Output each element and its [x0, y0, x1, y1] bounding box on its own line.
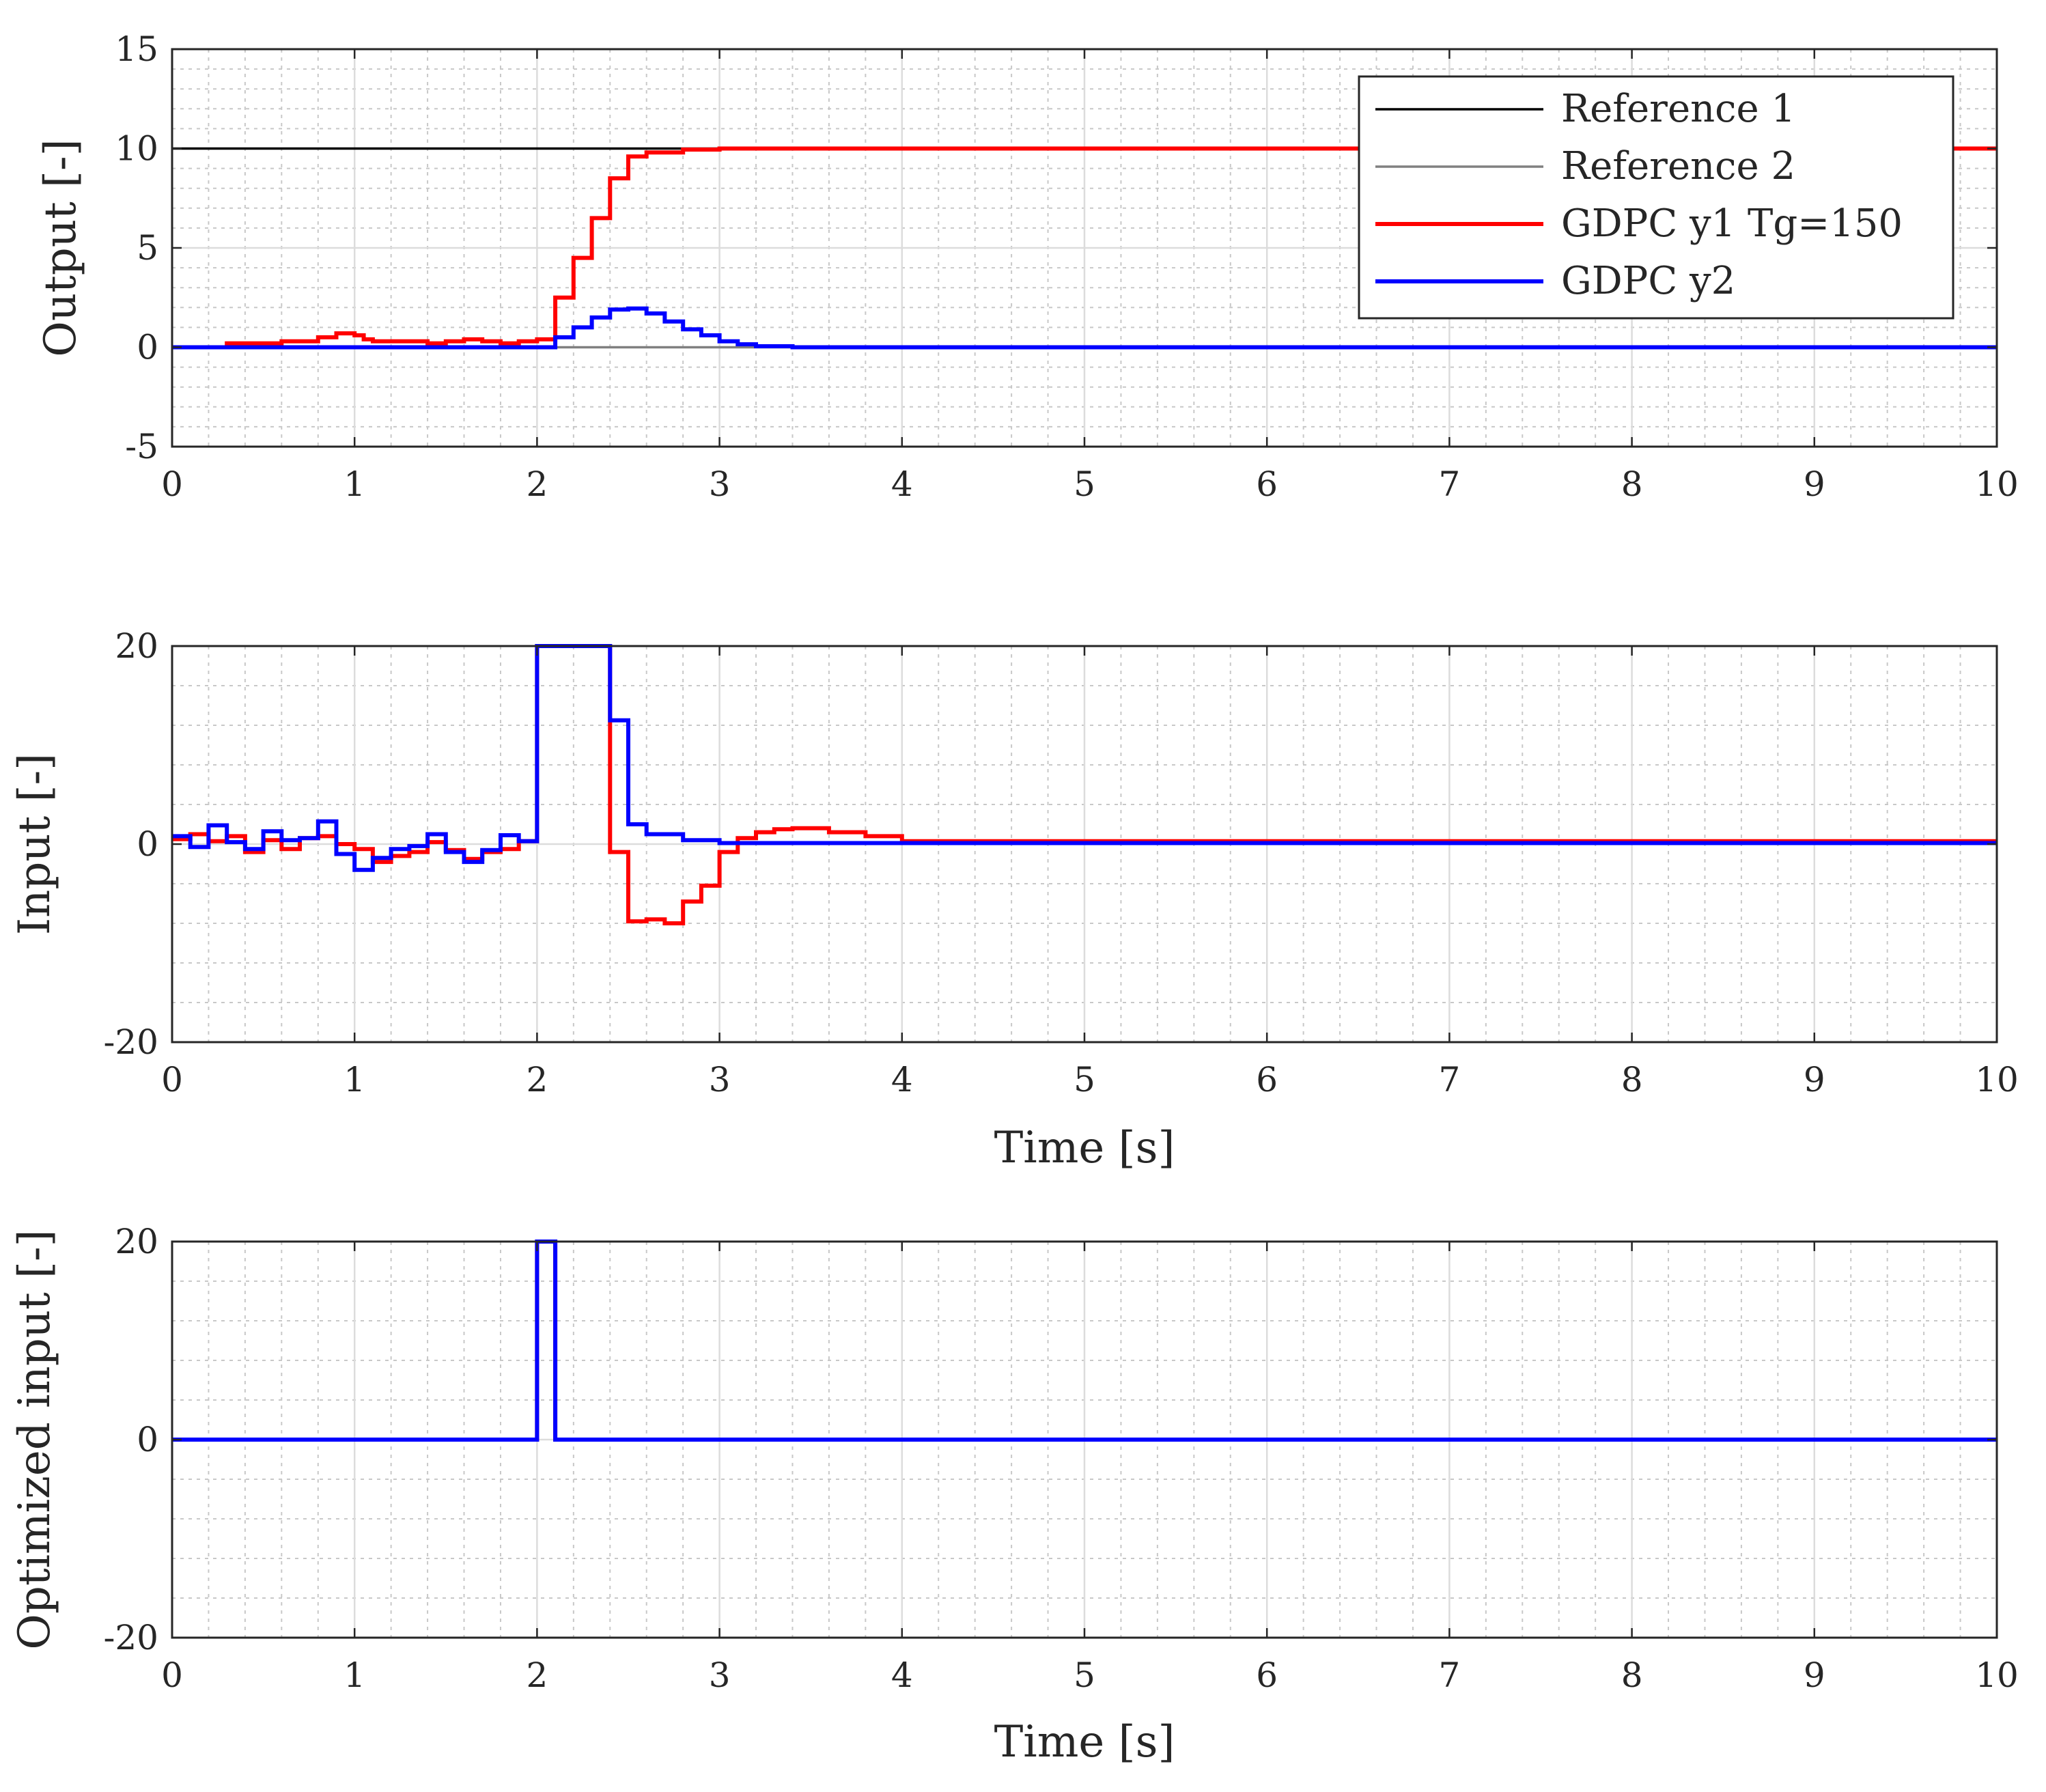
x-tick-label: 3: [709, 464, 731, 504]
x-tick-label: 2: [526, 1060, 548, 1100]
legend-entry-3: GDPC y2: [1561, 259, 1735, 303]
y-tick-label: -20: [103, 1618, 158, 1657]
y-tick-label: 10: [115, 129, 158, 169]
output-y-axis-label: Output [-]: [36, 139, 86, 356]
x-tick-label: 2: [526, 1655, 548, 1695]
x-tick-label: 6: [1256, 1655, 1278, 1695]
optimized-x-axis-label: Time [s]: [994, 1717, 1175, 1767]
input-series: [172, 644, 1997, 925]
x-tick-label: 6: [1256, 1060, 1278, 1100]
x-tick-label: 8: [1621, 464, 1643, 504]
y-tick-label: 0: [137, 824, 158, 864]
x-tick-label: 10: [1975, 1060, 2019, 1100]
output-series: [172, 146, 1997, 350]
optimized-x-tick-labels: 0 1 2 3 4 5 6 7 8 9 10: [161, 1242, 2019, 1695]
y-tick-label: 20: [115, 1222, 158, 1261]
x-tick-label: 1: [344, 464, 365, 504]
x-tick-label: 0: [161, 464, 183, 504]
input-y-axis-label: Input [-]: [10, 753, 60, 935]
x-tick-label: 4: [891, 1655, 913, 1695]
x-tick-label: 5: [1074, 1060, 1095, 1100]
x-tick-label: 1: [344, 1060, 365, 1100]
legend-box: [1358, 75, 1954, 320]
legend-entry-0: Reference 1: [1561, 87, 1795, 131]
x-tick-label: 9: [1804, 464, 1825, 504]
x-tick-label: 9: [1804, 1655, 1825, 1695]
y-tick-label: 0: [137, 1420, 158, 1459]
input-y-tick-labels: -20 0 20: [103, 626, 1997, 1062]
y-tick-label: -5: [125, 427, 158, 466]
x-tick-label: 3: [709, 1655, 731, 1695]
x-tick-label: 0: [161, 1060, 183, 1100]
x-tick-label: 5: [1074, 464, 1095, 504]
x-tick-label: 3: [709, 1060, 731, 1100]
x-tick-label: 2: [526, 464, 548, 504]
x-tick-label: 8: [1621, 1655, 1643, 1695]
x-tick-label: 7: [1438, 1655, 1460, 1695]
series-line-2: [172, 146, 1997, 350]
x-tick-label: 4: [891, 464, 913, 504]
x-tick-label: 9: [1804, 1060, 1825, 1100]
series-line-3: [172, 306, 1997, 350]
x-tick-label: 8: [1621, 1060, 1643, 1100]
y-tick-label: 0: [137, 328, 158, 367]
x-tick-label: 5: [1074, 1655, 1095, 1695]
x-tick-label: 6: [1256, 464, 1278, 504]
x-tick-label: 7: [1438, 1060, 1460, 1100]
x-tick-label: 10: [1975, 1655, 2019, 1695]
y-tick-label: -20: [103, 1022, 158, 1062]
x-tick-label: 1: [344, 1655, 365, 1695]
x-tick-label: 10: [1975, 464, 2019, 504]
legend-entry-1: Reference 2: [1561, 144, 1795, 188]
x-tick-label: 7: [1438, 464, 1460, 504]
y-tick-label: 5: [137, 228, 158, 268]
output-y-tick-labels: -5 0 5 10 15: [115, 29, 1997, 466]
legend-entry-2: GDPC y1 Tg=150: [1561, 201, 1903, 246]
output-x-tick-labels: 0 1 2 3 4 5 6 7 8 9 10: [161, 49, 2019, 504]
x-tick-label: 4: [891, 1060, 913, 1100]
input-x-axis-label: Time [s]: [994, 1123, 1175, 1173]
legend: Reference 1 Reference 2 GDPC y1 Tg=150 GDPC…: [1358, 75, 1954, 320]
optimized-y-tick-labels: -20 0 20: [103, 1222, 1997, 1657]
x-tick-label: 0: [161, 1655, 183, 1695]
series-line-1: [172, 644, 1997, 872]
optimized-y-axis-label: Optimized input [-]: [10, 1229, 60, 1649]
y-tick-label: 20: [115, 626, 158, 666]
y-tick-label: 15: [115, 29, 158, 69]
input-x-tick-labels: 0 1 2 3 4 5 6 7 8 9 10: [161, 646, 2019, 1100]
